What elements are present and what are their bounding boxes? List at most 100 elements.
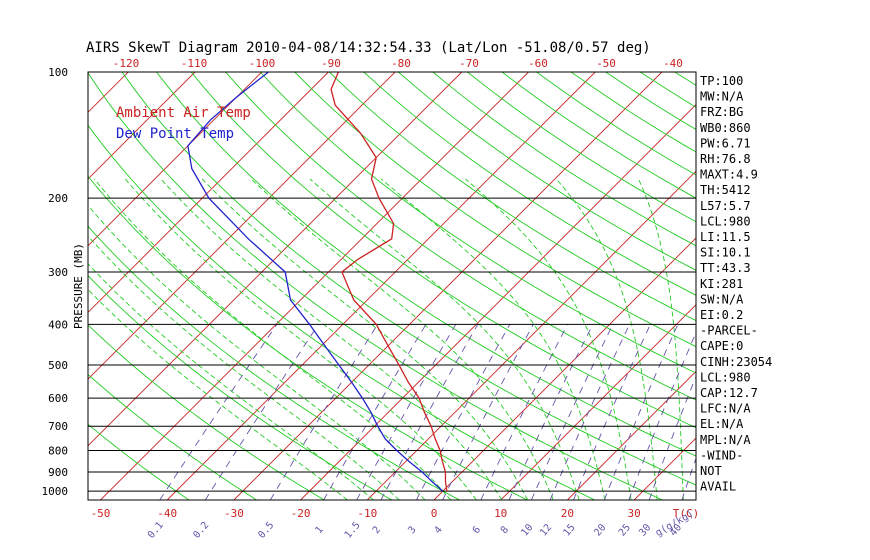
pressure-tick-label: 100 (48, 66, 68, 79)
bottom-temp-tick-label: 30 (627, 507, 640, 520)
isotherm-line (0, 72, 62, 500)
dry-adiabat-line (225, 72, 696, 401)
mixing-ratio-line (573, 324, 651, 500)
mixing-ratio-tick-label: 25 (617, 522, 633, 538)
moist-adiabat-line (88, 235, 400, 500)
bottom-temp-tick-label: -10 (357, 507, 377, 520)
mixing-ratio-tick-label: 20 (592, 522, 608, 538)
pressure-tick-label: 1000 (42, 485, 69, 498)
mixing-ratio-line (530, 324, 614, 500)
index-value: MAXT:4.9 (700, 168, 758, 182)
bottom-temp-tick-label: -50 (91, 507, 111, 520)
top-temp-tick-label: -120 (113, 57, 140, 70)
moist-adiabat-line (88, 288, 348, 500)
index-value: SI:10.1 (700, 246, 751, 260)
pressure-tick-label: 700 (48, 420, 68, 433)
pressure-tick-label: 800 (48, 445, 68, 458)
index-value: MW:N/A (700, 90, 744, 104)
mixing-ratio-line (269, 324, 378, 500)
isotherm-line (233, 72, 663, 500)
legend-dew-point-temp: Dew Point Temp (116, 126, 234, 142)
dry-adiabat-line (88, 124, 595, 500)
isotherm-line (567, 370, 696, 500)
isotherm-line (300, 103, 696, 500)
bottom-temp-tick-label: 0 (431, 507, 438, 520)
isotherm-line (88, 72, 463, 447)
dry-adiabat-line (121, 72, 696, 486)
index-value: -PARCEL- (700, 324, 758, 338)
mixing-ratio-line (480, 324, 569, 500)
dry-adiabat-line (398, 72, 696, 271)
top-temp-tick-label: -90 (321, 57, 341, 70)
index-value: TH:5412 (700, 183, 751, 197)
dry-adiabat-lines (88, 72, 696, 500)
pressure-tick-label: 500 (48, 359, 68, 372)
bottom-temp-tick-label: 20 (561, 507, 574, 520)
moist-adiabat-line (380, 178, 606, 500)
pressure-tick-label: 900 (48, 466, 68, 479)
top-temp-tick-label: -60 (528, 57, 548, 70)
index-value: CINH:23054 (700, 355, 772, 369)
index-value: -WIND- (700, 448, 743, 462)
dry-adiabat-line (501, 72, 696, 199)
mixing-ratio-tick-label: 0.1 (146, 520, 166, 541)
mixing-ratio-tick-label: 3 (406, 525, 418, 537)
moist-adiabat-line (638, 178, 684, 500)
top-temp-tick-label: -80 (391, 57, 411, 70)
dew-point-temp-line (187, 72, 444, 492)
dry-adiabat-line (328, 72, 696, 322)
bottom-temp-tick-label: 10 (494, 507, 507, 520)
index-value: AVAIL (700, 480, 736, 494)
pressure-tick-label: 600 (48, 392, 68, 405)
legend-ambient-air-temp: Ambient Air Temp (116, 105, 251, 121)
index-value: MPL:N/A (700, 433, 751, 447)
ambient-air-temp-line (330, 72, 448, 492)
mixing-ratio-tick-label: 8 (499, 525, 511, 537)
dry-adiabat-line (294, 72, 696, 348)
dry-adiabat-line (88, 324, 325, 500)
mixing-ratio-line (204, 324, 319, 500)
moist-adiabat-line (94, 178, 452, 500)
index-value: WB0:860 (700, 121, 751, 135)
dry-adiabat-line (259, 72, 696, 374)
chart-title: AIRS SkewT Diagram 2010-04-08/14:32:54.3… (86, 40, 651, 56)
index-value: CAPE:0 (700, 339, 743, 353)
isotherm-line (100, 72, 529, 500)
moist-adiabat-line (250, 178, 554, 500)
dry-adiabat-line (639, 72, 696, 108)
index-value: LFC:N/A (700, 402, 751, 416)
mixing-ratio-tick-label: 2 (371, 525, 383, 537)
index-value: RH:76.8 (700, 152, 751, 166)
index-value: EL:N/A (700, 417, 744, 431)
index-value: EI:0.2 (700, 308, 743, 322)
index-value: SW:N/A (700, 292, 744, 306)
moist-adiabat-line (124, 178, 477, 500)
pressure-tick-label: 400 (48, 318, 68, 331)
index-value: L57:5.7 (700, 199, 751, 213)
mixing-ratio-tick-label: 1 (314, 525, 326, 537)
bottom-temp-tick-label: -20 (291, 507, 311, 520)
moist-adiabat-line (160, 178, 503, 500)
index-value: LI:11.5 (700, 230, 751, 244)
index-value: CAP:12.7 (700, 386, 758, 400)
mixing-ratio-line (159, 324, 278, 500)
top-temp-tick-label: -100 (249, 57, 276, 70)
isotherm-line (88, 72, 329, 314)
mixing-ratio-line (380, 324, 479, 500)
index-value: LCL:980 (700, 214, 751, 228)
mixing-ratio-tick-label: 10 (519, 522, 535, 538)
top-temp-tick-label: -50 (596, 57, 616, 70)
index-value: LCL:980 (700, 370, 751, 384)
dry-adiabat-line (88, 225, 460, 500)
dry-adiabat-line (432, 72, 696, 247)
isotherm-lines (0, 72, 696, 500)
mixing-ratio-tick-label: 30 (637, 522, 653, 538)
sounding-series (187, 72, 448, 492)
index-value: KI:281 (700, 277, 743, 291)
mixing-ratio-tick-label: 4 (433, 525, 445, 537)
plot-frame (87, 71, 697, 501)
dry-adiabat-line (88, 373, 257, 500)
x-axis-label: T(C) (673, 507, 700, 520)
dry-adiabat-line (88, 423, 190, 500)
